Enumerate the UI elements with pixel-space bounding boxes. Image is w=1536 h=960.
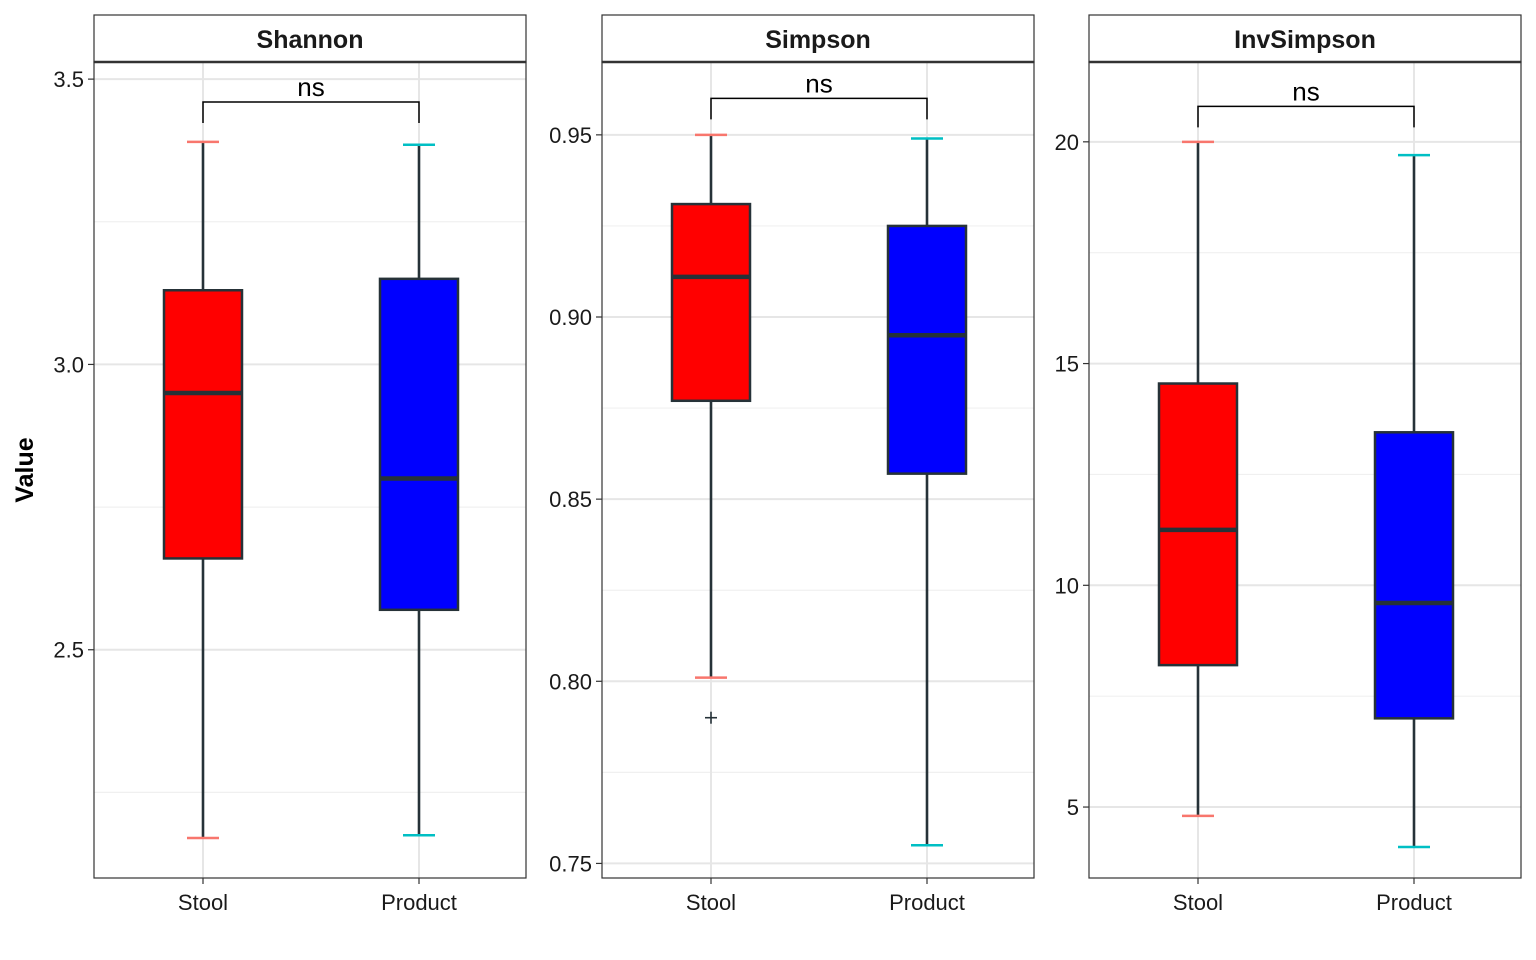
- box-stool: [670, 133, 752, 724]
- panel-title: Simpson: [765, 26, 871, 54]
- y-tick-label: 5: [1067, 795, 1079, 820]
- panel-border: [1088, 61, 1522, 879]
- x-tick-label: Stool: [1173, 890, 1223, 915]
- box-product: [1373, 153, 1455, 849]
- y-tick-label: 0.90: [549, 305, 592, 330]
- y-tick-label: 0.85: [549, 487, 592, 512]
- panel-invsimpson: 5 10 15 20 Stool Product ns InvSimpson: [1055, 14, 1522, 915]
- y-axis-title: Value: [11, 437, 39, 502]
- x-tick-label: Product: [889, 890, 965, 915]
- panel-simpson: 0.75 0.80 0.85 0.90 0.95 Stool Product ns Simpso…: [549, 14, 1035, 915]
- panel-title: InvSimpson: [1234, 26, 1376, 54]
- box-iqr: [162, 289, 244, 560]
- significance-bracket: [202, 101, 420, 123]
- significance-label: ns: [1292, 76, 1319, 106]
- significance-label: ns: [805, 68, 832, 98]
- box-product: [378, 143, 460, 837]
- y-tick-label: 3.0: [53, 352, 84, 377]
- y-tick-label: 0.80: [549, 669, 592, 694]
- significance-label: ns: [297, 72, 324, 102]
- box-stool: [162, 140, 244, 840]
- panel-border: [93, 61, 527, 879]
- box-stool: [1157, 140, 1239, 818]
- significance-bracket: [710, 97, 928, 120]
- strip-box: [93, 14, 527, 63]
- y-tick-label: 10: [1055, 573, 1079, 598]
- box-iqr: [1373, 431, 1455, 720]
- y-tick-label: 2.5: [53, 638, 84, 663]
- y-tick-label: 15: [1055, 352, 1079, 377]
- x-tick-label: Product: [1376, 890, 1452, 915]
- box-product: [886, 137, 968, 847]
- x-tick-label: Stool: [686, 890, 736, 915]
- x-tick-label: Stool: [178, 890, 228, 915]
- significance-bracket: [1197, 105, 1415, 128]
- strip-box: [601, 14, 1035, 63]
- x-tick-label: Product: [381, 890, 457, 915]
- panel-border: [601, 61, 1035, 879]
- box-iqr: [886, 224, 968, 475]
- box-iqr: [1157, 382, 1239, 667]
- y-tick-label: 0.75: [549, 851, 592, 876]
- box-iqr: [378, 277, 460, 612]
- y-tick-label: 3.5: [53, 67, 84, 92]
- outlier-point: [705, 711, 717, 724]
- panel-title: Shannon: [257, 26, 364, 54]
- strip-box: [1088, 14, 1522, 63]
- y-tick-label: 20: [1055, 130, 1079, 155]
- y-tick-label: 0.95: [549, 123, 592, 148]
- box-iqr: [670, 202, 752, 403]
- panel-shannon: 2.5 3.0 3.5 Stool Product ns Shannon: [53, 14, 527, 915]
